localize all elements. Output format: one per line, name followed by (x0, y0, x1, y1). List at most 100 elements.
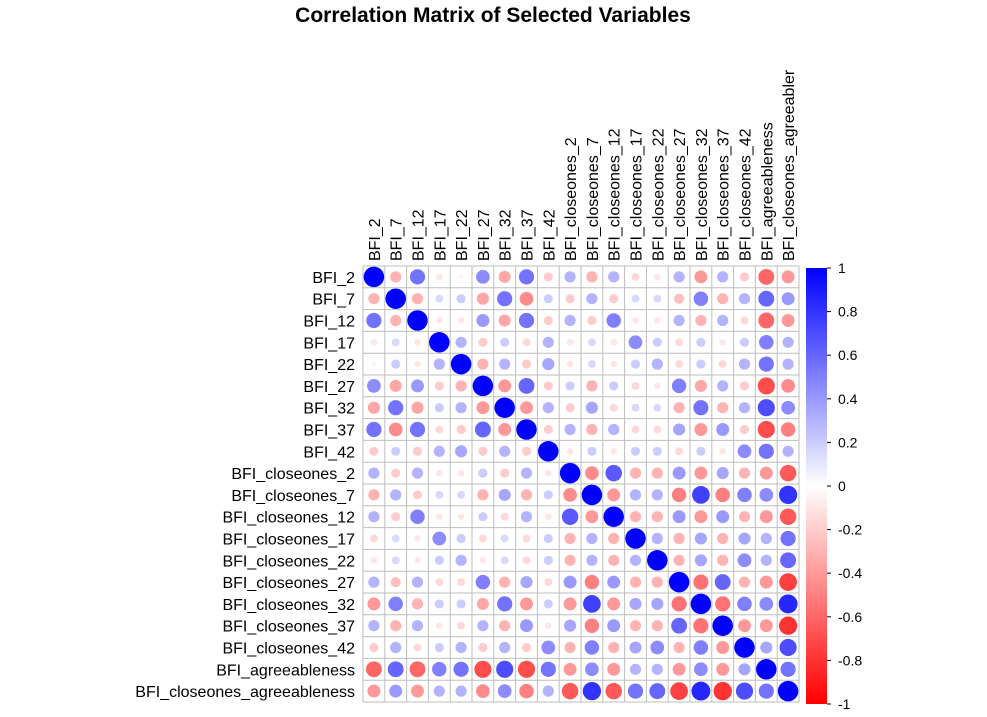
correlation-circle (716, 467, 729, 480)
correlation-circle (759, 488, 774, 502)
correlation-circle (472, 375, 494, 397)
correlation-circle (564, 314, 576, 327)
correlation-circle (759, 335, 774, 350)
row-label: BFI_closeones_agreeableness (135, 684, 355, 701)
correlation-circle (694, 532, 707, 545)
correlation-circle (411, 576, 424, 588)
correlation-circle (608, 423, 620, 436)
correlation-circle (566, 448, 574, 455)
correlation-circle (759, 510, 773, 524)
correlation-circle (780, 552, 797, 569)
correlation-circle (564, 532, 576, 545)
correlation-circle (629, 597, 642, 610)
correlation-circle (545, 622, 552, 629)
correlation-circle (565, 403, 575, 413)
correlation-circle (432, 662, 447, 677)
colorbar-tick-label: -0.6 (838, 609, 862, 625)
correlation-circle (585, 510, 599, 524)
correlation-circle (758, 683, 774, 699)
correlation-circle (456, 533, 466, 544)
correlation-circle (499, 620, 511, 632)
correlation-circle (457, 578, 466, 587)
correlation-circle (672, 510, 686, 524)
correlation-circle (565, 381, 575, 391)
correlation-circle (391, 338, 400, 347)
correlation-circle (368, 576, 380, 588)
correlation-circle (694, 466, 708, 480)
correlation-circle (543, 424, 553, 435)
correlation-circle (516, 419, 537, 440)
correlation-circle (652, 446, 662, 456)
correlation-circle (690, 593, 712, 615)
correlation-circle (453, 661, 469, 677)
correlation-circle (521, 642, 532, 653)
correlation-circle (475, 574, 491, 590)
correlation-circle (739, 272, 750, 282)
correlation-circle (739, 337, 750, 347)
row-label: BFI_12 (303, 314, 355, 331)
correlation-circle (628, 335, 643, 350)
correlation-circle (672, 662, 686, 676)
column-label: BFI_closeones_22 (650, 128, 667, 261)
correlation-circle (717, 532, 729, 545)
row-label: BFI_2 (312, 270, 355, 287)
correlation-circle (759, 575, 773, 589)
row-label: BFI_37 (303, 423, 355, 440)
correlation-circle (779, 638, 797, 657)
correlation-circle (411, 598, 424, 610)
correlation-circle (367, 401, 380, 414)
correlation-circle (520, 576, 533, 589)
correlation-circle (476, 270, 490, 284)
correlation-circle (412, 490, 423, 500)
correlation-circle (543, 381, 553, 391)
correlation-circle (716, 662, 730, 676)
correlation-circle (409, 421, 426, 438)
correlation-circle (455, 641, 467, 654)
correlation-circle (457, 621, 466, 630)
column-label: BFI_closeones_32 (694, 128, 711, 261)
correlation-circle (520, 401, 533, 415)
correlation-circle (734, 637, 755, 658)
correlation-circle (651, 663, 663, 675)
correlation-circle (584, 618, 600, 633)
correlation-circle (500, 337, 510, 347)
correlation-circle (738, 402, 751, 414)
correlation-circle (625, 528, 646, 549)
correlation-circle (542, 336, 554, 348)
correlation-circle (607, 488, 621, 502)
correlation-circle (563, 488, 577, 502)
correlation-circle (673, 314, 685, 327)
correlation-circle (694, 379, 707, 392)
correlation-circle (436, 273, 443, 281)
row-label: BFI_closeones_2 (231, 466, 355, 483)
correlation-circle (779, 508, 797, 525)
column-label: BFI_closeones_42 (738, 128, 755, 261)
correlation-circle (499, 358, 511, 370)
correlation-circle (653, 403, 662, 412)
correlation-circle (675, 338, 684, 347)
row-label: BFI_17 (303, 335, 355, 352)
correlation-circle (388, 400, 404, 416)
correlation-circle (411, 620, 424, 632)
correlation-circle (436, 513, 443, 520)
correlation-circle (651, 532, 663, 545)
correlation-circle (413, 643, 422, 652)
correlation-circle (691, 681, 711, 701)
correlation-circle (479, 557, 487, 564)
correlation-circle (607, 597, 621, 611)
correlation-circle (368, 511, 380, 523)
correlation-circle (457, 490, 466, 499)
correlation-circle (607, 662, 621, 676)
correlation-circle (436, 317, 443, 324)
correlation-circle (414, 339, 421, 346)
correlation-circle (673, 293, 685, 304)
correlation-circle (717, 314, 729, 327)
correlation-circle (606, 313, 621, 328)
correlation-circle (629, 467, 642, 479)
column-labels: BFI_2 BFI_7 BFI_12 BFI_17 BFI_22 BFI_27 BFI_32… (367, 69, 798, 261)
correlation-circle (476, 292, 489, 305)
correlation-circle (719, 448, 726, 455)
correlation-circle (543, 272, 553, 282)
correlation-circle (675, 360, 684, 369)
correlation-circle (738, 532, 751, 545)
